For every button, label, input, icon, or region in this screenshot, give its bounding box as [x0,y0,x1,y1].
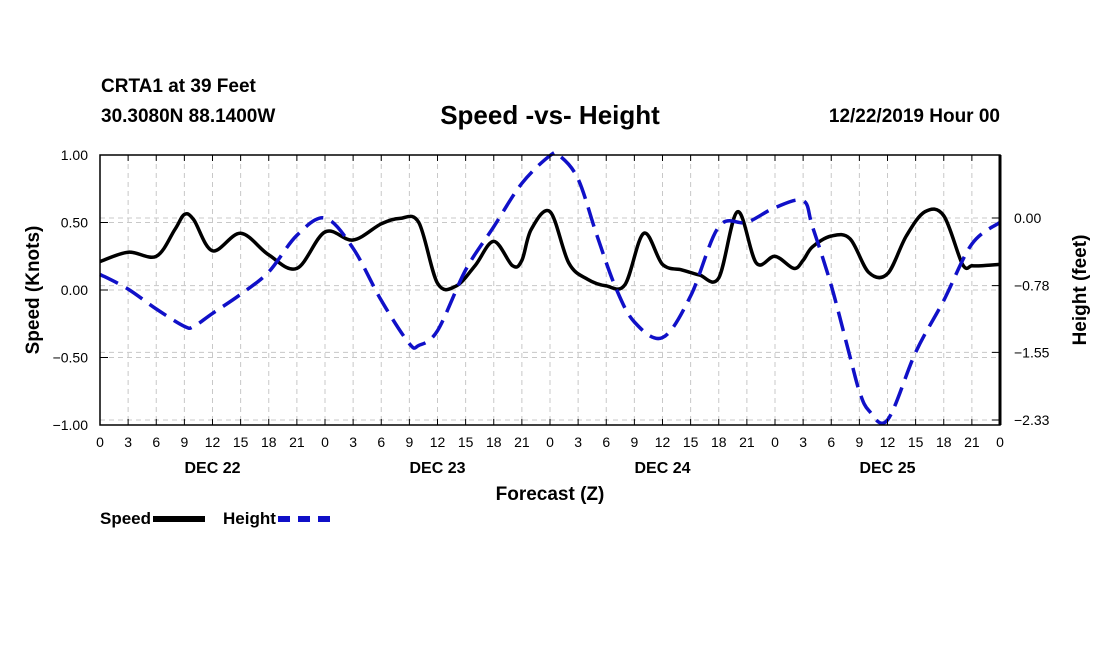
x-tick-label: 6 [377,434,385,450]
x-tick-label: 0 [546,434,554,450]
chart-title: Speed -vs- Height [440,100,660,130]
x-tick-label: 9 [180,434,188,450]
x-tick-label: 9 [855,434,863,450]
station-label: CRTA1 at 39 Feet [101,76,256,97]
day-label: DEC 23 [409,460,465,477]
y2-tick-label: −1.55 [1014,344,1050,360]
x-tick-label: 18 [261,434,277,450]
x-tick-label: 12 [205,434,221,450]
legend-height-label: Height [223,509,276,528]
x-tick-label: 18 [936,434,952,450]
y2-tick-label: −2.33 [1014,412,1050,428]
x-tick-label: 21 [289,434,305,450]
tick-marks [99,154,1001,426]
legend-speed-swatch [153,516,206,522]
x-tick-label: 3 [799,434,807,450]
x-tick-label: 0 [321,434,329,450]
x-tick-label: 12 [655,434,671,450]
series-line-speed [99,207,1001,292]
y-tick-label: −1.00 [53,417,89,433]
legend-height-swatch [277,516,330,522]
axis-labels: 0 3 6 9 12 15 18 21 0 3 6 9 12 15 18 21 0 3 6 9 12 15 18 21 0 3 6 9… [53,147,1050,477]
x-tick-label: 12 [430,434,446,450]
legend-speed-label: Speed [100,509,152,528]
x-tick-label: 3 [124,434,132,450]
y-tick-label: 0.00 [61,282,88,298]
x-tick-label: 6 [827,434,835,450]
y-axis-label: Speed (Knots) [23,226,44,355]
x-tick-label: 3 [574,434,582,450]
x-tick-label: 21 [739,434,755,450]
x-tick-label: 0 [96,434,104,450]
y-tick-label: 1.00 [61,147,88,163]
y-tick-label: −0.50 [53,350,89,366]
x-tick-label: 0 [996,434,1004,450]
day-label: DEC 24 [634,460,690,477]
x-tick-label: 6 [152,434,160,450]
y2-tick-label: 0.00 [1014,210,1041,226]
x-tick-label: 21 [514,434,530,450]
x-tick-label: 15 [458,434,474,450]
x-tick-label: 3 [349,434,357,450]
x-tick-label: 0 [771,434,779,450]
day-label: DEC 22 [184,460,240,477]
x-tick-label: 21 [964,434,980,450]
series-layer [99,150,1002,425]
legend: Speed Height [100,509,330,529]
x-tick-label: 6 [602,434,610,450]
x-tick-label: 18 [486,434,502,450]
x-tick-label: 9 [630,434,638,450]
series-line-height [99,150,1002,425]
y2-axis-label: Height (feet) [1070,235,1091,346]
y-tick-label: 0.50 [61,215,88,231]
y2-tick-label: −0.78 [1014,278,1050,294]
day-label: DEC 25 [859,460,915,477]
x-axis-label: Forecast (Z) [496,484,605,505]
x-tick-label: 15 [233,434,249,450]
x-tick-label: 15 [683,434,699,450]
x-tick-label: 9 [405,434,413,450]
x-tick-label: 18 [711,434,727,450]
grid-lines [100,155,1000,425]
x-tick-label: 15 [908,434,924,450]
x-tick-label: 12 [880,434,896,450]
forecast-datetime: 12/22/2019 Hour 00 [828,106,1000,127]
coordinates-label: 30.3080N 88.1400W [101,106,276,127]
